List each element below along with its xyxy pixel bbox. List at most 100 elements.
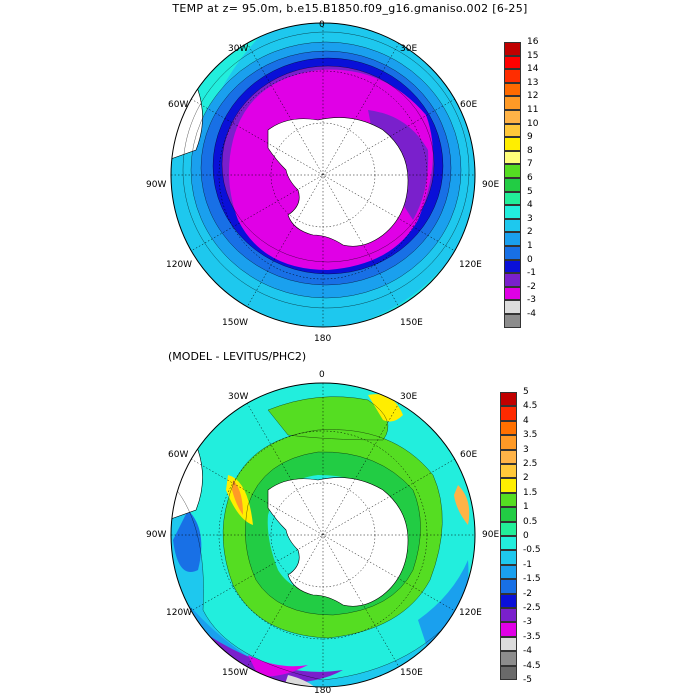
- top-colorbar-tick-label: -1: [527, 268, 536, 279]
- top-colorbar-tick-label: 8: [527, 145, 533, 156]
- bottom-colorbar-swatch: [500, 521, 517, 536]
- top-colorbar-swatch: [504, 232, 521, 246]
- bottom-colorbar-swatch: [500, 564, 517, 580]
- top-label-150w: 150W: [222, 318, 249, 328]
- top-label-30e: 30E: [400, 44, 418, 54]
- figure-title: TEMP at z= 95.0m, b.e15.B1850.f09_g16.gm…: [172, 2, 528, 15]
- bottom-colorbar-tick-label: -1: [523, 559, 532, 570]
- top-colorbar-swatch: [504, 150, 521, 165]
- top-colorbar-tick-label: 10: [527, 118, 539, 129]
- top-colorbar-swatch: [504, 137, 521, 151]
- top-colorbar-swatch: [504, 110, 521, 124]
- top-label-0: 0: [319, 20, 325, 30]
- top-colorbar-swatch: [504, 218, 521, 233]
- top-colorbar-tick-label: -4: [527, 309, 536, 319]
- top-colorbar-swatch: [504, 300, 521, 314]
- bottom-colorbar-swatch: [500, 464, 517, 479]
- bottom-label-180: 180: [314, 686, 332, 696]
- bottom-colorbar-tick-label: 0.5: [523, 516, 538, 527]
- top-colorbar-swatch: [504, 259, 521, 274]
- bottom-colorbar-tick-label: -4.5: [523, 660, 541, 671]
- bottom-colorbar-tick-label: 0: [523, 531, 529, 541]
- top-colorbar-tick-label: 14: [527, 64, 539, 75]
- bottom-colorbar-tick-label: 3: [523, 444, 529, 455]
- bottom-label-60w: 60W: [168, 450, 189, 460]
- top-colorbar-tick-label: 1: [527, 241, 533, 251]
- top-colorbar-swatch: [504, 286, 521, 301]
- top-colorbar-tick-label: 12: [527, 91, 539, 102]
- top-map-boundary: [170, 22, 476, 328]
- bottom-colorbar-tick-label: -3.5: [523, 631, 541, 642]
- bottom-colorbar-swatch: [500, 579, 517, 594]
- top-colorbar-swatch: [504, 69, 521, 83]
- bottom-colorbar-tick-label: -0.5: [523, 545, 541, 556]
- top-label-180: 180: [314, 334, 332, 344]
- top-colorbar-tick-label: 13: [527, 77, 539, 88]
- bottom-colorbar-tick-label: 3.5: [523, 430, 538, 441]
- bottom-colorbar-tick-label: -2: [523, 588, 532, 599]
- bottom-label-30w: 30W: [228, 392, 249, 402]
- top-colorbar-swatch: [504, 96, 521, 110]
- bottom-colorbar-tick-label: 4: [523, 415, 529, 426]
- bottom-colorbar-tick-label: 4.5: [523, 401, 538, 412]
- top-label-30w: 30W: [228, 44, 249, 54]
- bottom-label-90e: 90E: [482, 530, 500, 540]
- bottom-colorbar-tick-label: 1: [523, 502, 529, 513]
- top-colorbar-tick-label: -2: [527, 281, 536, 292]
- top-label-120w: 120W: [166, 260, 193, 270]
- bottom-colorbar-tick-label: 2: [523, 473, 529, 484]
- bottom-colorbar-swatch: [500, 550, 517, 565]
- bottom-colorbar-swatch: [500, 622, 517, 637]
- top-colorbar-swatch: [504, 55, 521, 70]
- bottom-colorbar-swatch: [500, 593, 517, 608]
- bottom-colorbar-swatch: [500, 420, 517, 436]
- top-label-60w: 60W: [168, 100, 189, 110]
- bottom-label-90w: 90W: [146, 530, 167, 540]
- bottom-colorbar-swatch: [500, 435, 517, 450]
- bottom-colorbar-swatch: [500, 636, 517, 652]
- top-colorbar-tick-label: 7: [527, 159, 533, 170]
- bottom-colorbar-tick-label: 2.5: [523, 459, 538, 469]
- bottom-colorbar-swatch: [500, 507, 517, 522]
- top-colorbar-tick-label: 4: [527, 200, 533, 211]
- bottom-colorbar-tick-label: 1.5: [523, 487, 538, 498]
- top-polar-map: [170, 22, 476, 328]
- bottom-label-60e: 60E: [460, 450, 478, 460]
- bottom-label-30e: 30E: [400, 392, 418, 402]
- bottom-colorbar-tick-label: -1.5: [523, 574, 541, 585]
- top-colorbar-tick-label: 11: [527, 105, 539, 115]
- top-label-150e: 150E: [400, 318, 423, 328]
- top-colorbar-tick-label: 15: [527, 50, 539, 61]
- bottom-difference-field: [171, 383, 475, 687]
- bottom-colorbar-swatch: [500, 449, 517, 464]
- top-colorbar-swatch: [504, 123, 521, 138]
- bottom-colorbar-swatch: [500, 478, 517, 493]
- top-label-90e: 90E: [482, 180, 500, 190]
- top-colorbar-tick-label: 16: [527, 37, 539, 47]
- top-colorbar-tick-label: 3: [527, 213, 533, 224]
- bottom-colorbar-tick-label: -5: [523, 675, 532, 685]
- bottom-antarctica-landmass: [267, 477, 409, 607]
- bottom-label-150e: 150E: [400, 668, 423, 678]
- top-colorbar-swatch: [504, 314, 521, 328]
- bottom-colorbar-tick-label: 5: [523, 387, 529, 397]
- bottom-label-150w: 150W: [222, 668, 249, 678]
- bottom-colorbar-tick-label: -2.5: [523, 603, 541, 613]
- bottom-colorbar-tick-label: -4: [523, 646, 532, 657]
- difference-subtitle: (MODEL - LEVITUS/PHC2): [168, 350, 307, 363]
- bottom-colorbar-swatch: [500, 392, 517, 407]
- top-label-120e: 120E: [459, 260, 482, 270]
- bottom-colorbar-swatch: [500, 651, 517, 666]
- bottom-label-0: 0: [319, 370, 325, 380]
- top-colorbar-swatch: [504, 246, 521, 260]
- top-colorbar-swatch: [504, 42, 521, 56]
- top-label-60e: 60E: [460, 100, 478, 110]
- bottom-colorbar: 5 4.5 4 3.5 3 2.5 2 1.5 1 0.5 0 -0.5 -1 -1.5 -2 -2.5 -3 -…: [500, 387, 541, 685]
- bottom-colorbar-swatch: [500, 406, 517, 421]
- top-colorbar-tick-label: 5: [527, 186, 533, 197]
- bottom-map-boundary: [170, 382, 476, 688]
- top-temperature-field: [171, 23, 475, 327]
- bottom-colorbar-swatch: [500, 608, 517, 623]
- top-colorbar-tick-label: 0: [527, 254, 533, 265]
- top-colorbar-tick-label: 6: [527, 173, 533, 183]
